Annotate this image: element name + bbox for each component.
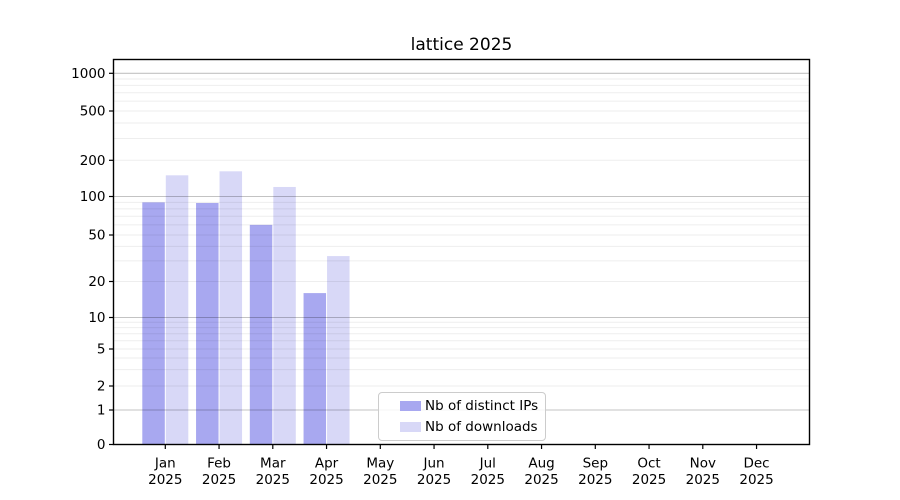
x-tick-label-month: Dec [743, 456, 769, 472]
bar-distinct-ips [142, 202, 165, 445]
legend: Nb of distinct IPs Nb of downloads [378, 392, 546, 441]
y-tick-label: 100 [80, 189, 106, 205]
x-tick-label-year: 2025 [202, 472, 236, 488]
legend-swatch-downloads [400, 421, 421, 433]
x-tick-label-year: 2025 [363, 472, 397, 488]
y-tick-label: 2 [97, 379, 106, 395]
bar-distinct-ips [303, 293, 327, 445]
y-tick-label: 1 [97, 403, 106, 419]
y-tick-label: 0 [97, 437, 106, 453]
bar-downloads [273, 186, 296, 445]
y-tick-label: 5 [97, 342, 106, 358]
y-tick-label: 20 [88, 274, 105, 290]
bar-downloads [219, 171, 243, 445]
legend-item-distinct-ips: Nb of distinct IPs [400, 398, 545, 414]
x-tick-label-month: Feb [207, 456, 231, 472]
x-tick-label-month: Mar [260, 456, 286, 472]
x-tick-label-year: 2025 [739, 472, 773, 488]
x-tick-label-year: 2025 [256, 472, 290, 488]
x-tick-label-year: 2025 [417, 472, 451, 488]
x-tick-label-year: 2025 [524, 472, 558, 488]
y-tick-label: 200 [80, 153, 106, 169]
legend-label-distinct-ips: Nb of distinct IPs [425, 398, 539, 414]
x-tick-label-month: Apr [315, 456, 339, 472]
x-tick-label-month: Oct [637, 456, 660, 472]
plot-border [112, 58, 811, 446]
x-tick-label-month: Jul [479, 456, 496, 472]
x-tick-label-month: Nov [690, 456, 716, 472]
bar-downloads [165, 175, 189, 445]
x-tick-label-year: 2025 [148, 472, 182, 488]
y-tick-label: 10 [88, 310, 105, 326]
y-tick-label: 500 [80, 104, 106, 120]
legend-label-downloads: Nb of downloads [425, 419, 538, 435]
chart-title: lattice 2025 [411, 35, 513, 55]
x-tick-label-year: 2025 [578, 472, 612, 488]
legend-item-downloads: Nb of downloads [400, 419, 545, 435]
legend-swatch-distinct-ips [400, 400, 421, 412]
x-tick-label-month: Sep [583, 456, 608, 472]
y-tick-label: 1000 [71, 66, 105, 82]
x-tick-label-year: 2025 [686, 472, 720, 488]
x-tick-label-year: 2025 [309, 472, 343, 488]
x-tick-label-month: Aug [528, 456, 554, 472]
x-tick-label-month: May [366, 456, 394, 472]
x-tick-label-month: Jan [154, 456, 176, 472]
x-tick-label-year: 2025 [632, 472, 666, 488]
x-tick-label-month: Jun [423, 456, 445, 472]
x-tick-label-year: 2025 [471, 472, 505, 488]
y-tick-label: 50 [88, 228, 105, 244]
bar-distinct-ips [196, 202, 219, 445]
bar-distinct-ips [249, 224, 273, 445]
bar-downloads [327, 256, 350, 445]
